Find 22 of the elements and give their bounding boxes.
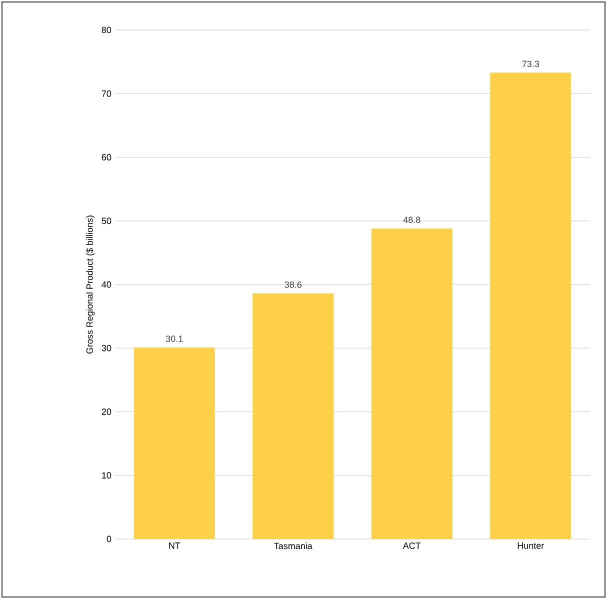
bar — [134, 347, 215, 539]
bar — [371, 228, 452, 539]
x-tick-label: Hunter — [518, 542, 544, 549]
bar — [490, 72, 572, 539]
y-tick-label: 60 — [102, 154, 112, 160]
x-tick-label: NT — [169, 542, 180, 549]
y-tick-label: 20 — [102, 408, 112, 415]
data-label: 38.6 — [284, 281, 302, 288]
y-tick-label: 10 — [102, 472, 112, 479]
data-label: 30.1 — [166, 336, 183, 342]
bar — [252, 293, 334, 539]
y-tick-label: 50 — [102, 218, 112, 224]
y-tick-label: 30 — [102, 344, 112, 352]
x-tick-label: ACT — [402, 542, 421, 549]
y-tick-label: 0 — [106, 536, 112, 542]
y-tick-label: 40 — [102, 281, 112, 288]
y-axis-title: Gross Regional Product ($ billions) — [86, 216, 95, 354]
y-tick-label: 70 — [102, 90, 112, 97]
x-tick-label: Tasmania — [274, 542, 312, 550]
y-tick-label: 80 — [102, 26, 112, 34]
data-label: 73.3 — [522, 60, 539, 68]
data-label: 48.8 — [403, 216, 420, 223]
